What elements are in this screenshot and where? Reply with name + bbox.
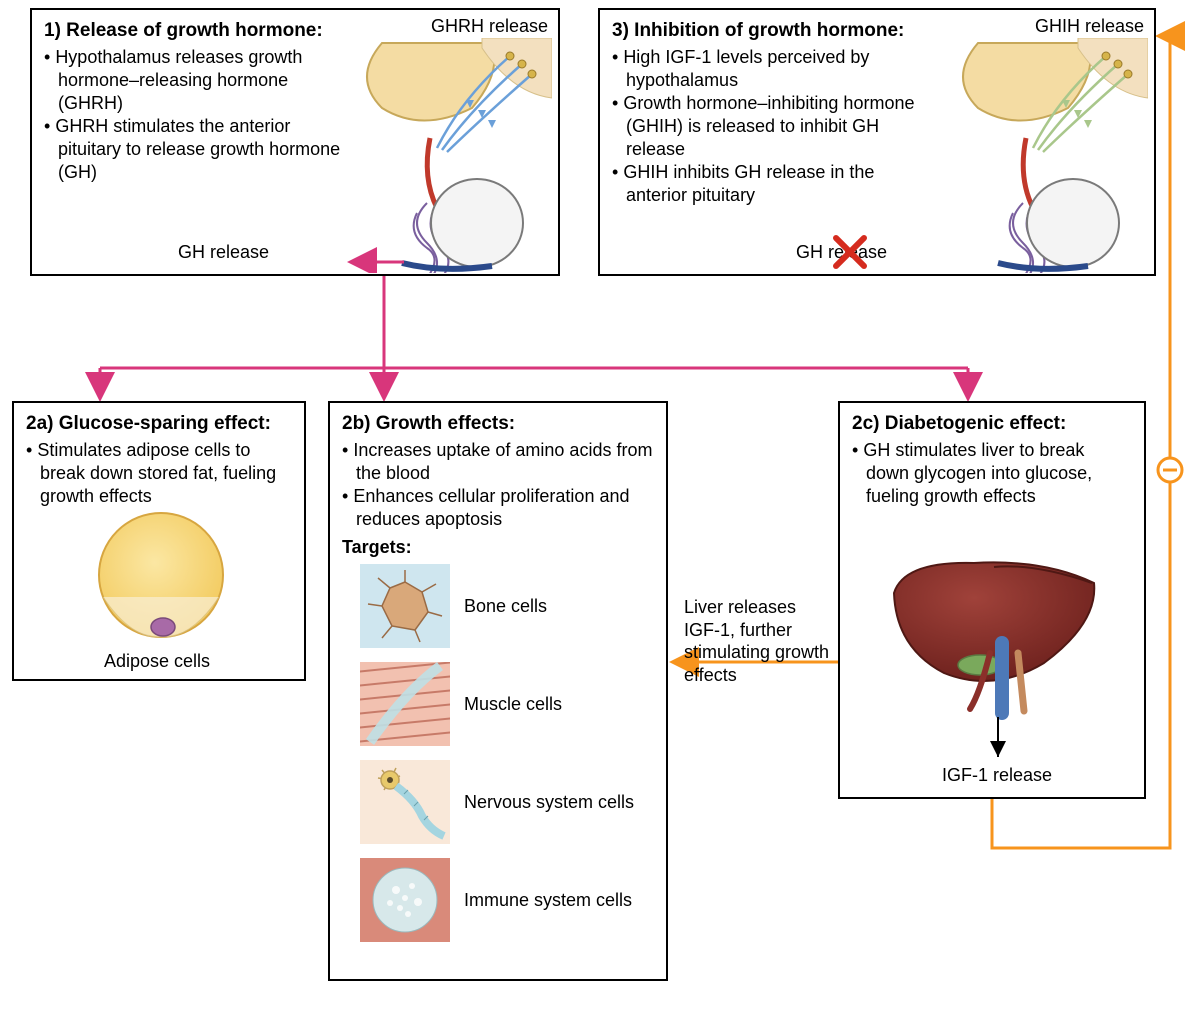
target-label: Muscle cells: [464, 694, 562, 715]
pituitary-illustration-1: [342, 38, 552, 273]
adipose-cell-illustration: [91, 509, 231, 649]
igf1-text: Liver releases IGF-1, further stimulatin…: [684, 596, 834, 686]
target-row-immune: Immune system cells: [360, 858, 654, 942]
x-icon: [832, 234, 868, 270]
igf1-release-caption: IGF-1 release: [942, 765, 1052, 786]
target-row-bone: Bone cells: [360, 564, 654, 648]
target-row-nerve: Nervous system cells: [360, 760, 654, 844]
bone-cell-icon: [360, 564, 450, 648]
targets-heading: Targets:: [342, 537, 654, 558]
panel-1-bullet: Hypothalamus releases growth hormone–rel…: [58, 46, 344, 115]
panel-2a-glucose-sparing: 2a) Glucose-sparing effect: Stimulates a…: [12, 401, 306, 681]
panel-2a-title: 2a) Glucose-sparing effect:: [26, 413, 292, 435]
panel-3-bullet: GHIH inhibits GH release in the anterior…: [626, 161, 932, 207]
gh-release-label: GH release: [178, 242, 269, 263]
adipose-caption: Adipose cells: [104, 651, 210, 672]
nerve-cell-icon: [360, 760, 450, 844]
immune-cell-icon: [360, 858, 450, 942]
liver-illustration: [884, 553, 1104, 723]
panel-3-bullet: Growth hormone–inhibiting hormone (GHIH)…: [626, 92, 932, 161]
targets-list: Bone cells Muscle cells: [342, 564, 654, 942]
panel-2b-bullet: Increases uptake of amino acids from the…: [356, 439, 654, 485]
target-label: Nervous system cells: [464, 792, 634, 813]
target-row-muscle: Muscle cells: [360, 662, 654, 746]
panel-2c-bullet: GH stimulates liver to break down glycog…: [866, 439, 1132, 508]
panel-2b-growth-effects: 2b) Growth effects: Increases uptake of …: [328, 401, 668, 981]
panel-2b-bullet: Enhances cellular proliferation and redu…: [356, 485, 654, 531]
target-label: Bone cells: [464, 596, 547, 617]
panel-2c-title: 2c) Diabetogenic effect:: [852, 413, 1132, 435]
panel-3-inhibition: 3) Inhibition of growth hormone: High IG…: [598, 8, 1156, 276]
ghih-release-label: GHIH release: [1035, 16, 1144, 37]
panel-1-release: 1) Release of growth hormone: Hypothalam…: [30, 8, 560, 276]
panel-2a-bullet: Stimulates adipose cells to break down s…: [40, 439, 292, 508]
panel-1-bullet: GHRH stimulates the anterior pituitary t…: [58, 115, 344, 184]
panel-2b-title: 2b) Growth effects:: [342, 413, 654, 435]
pituitary-illustration-3: [938, 38, 1148, 273]
muscle-cell-icon: [360, 662, 450, 746]
target-label: Immune system cells: [464, 890, 632, 911]
panel-3-bullet: High IGF-1 levels perceived by hypothala…: [626, 46, 932, 92]
igf1-arrow: [988, 717, 1008, 765]
panel-2c-diabetogenic: 2c) Diabetogenic effect: GH stimulates l…: [838, 401, 1146, 799]
ghrh-release-label: GHRH release: [431, 16, 548, 37]
